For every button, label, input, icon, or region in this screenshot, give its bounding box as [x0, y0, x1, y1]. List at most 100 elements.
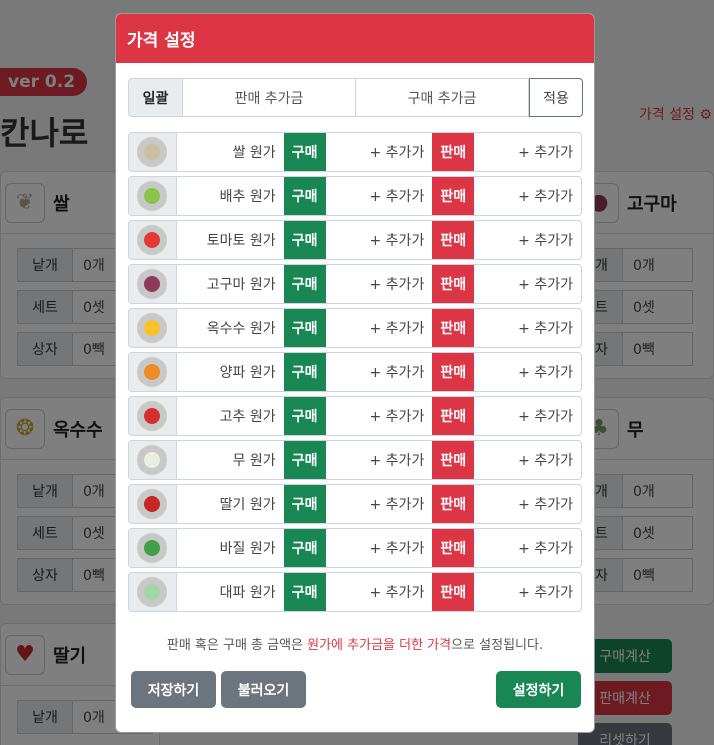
pepper-icon — [137, 401, 168, 431]
radish-icon — [137, 445, 168, 475]
price-row: 대파 원가 구매 + 추가가 판매 + 추가가 — [128, 572, 582, 612]
icon-glyph — [144, 144, 161, 160]
price-row: 양파 원가 구매 + 추가가 판매 + 추가가 — [128, 352, 582, 392]
buy-extra-input[interactable]: + 추가가 — [369, 277, 425, 293]
buy-extra-input[interactable]: + 추가가 — [369, 585, 425, 601]
sell-label: 판매 — [432, 221, 475, 259]
item-cost-label: 고추 원가 — [219, 409, 276, 425]
item-icon-cell — [129, 177, 177, 215]
buy-label: 구매 — [283, 309, 326, 347]
cabbage-icon — [137, 181, 168, 211]
item-cost-label: 고구마 원가 — [206, 277, 276, 293]
sell-extra-input[interactable]: + 추가가 — [518, 409, 573, 425]
buy-label: 구매 — [283, 441, 326, 479]
sell-extra-input[interactable]: + 추가가 — [518, 321, 573, 337]
icon-glyph — [144, 276, 161, 292]
sell-label: 판매 — [432, 133, 475, 171]
buy-extra-input[interactable]: + 추가가 — [369, 453, 425, 469]
bulk-apply-button[interactable]: 적용 — [529, 78, 583, 117]
sweet-potato-icon — [137, 269, 168, 299]
item-cost-label: 옥수수 원가 — [206, 321, 276, 337]
buy-label: 구매 — [283, 265, 326, 303]
item-icon-cell — [129, 353, 177, 391]
icon-glyph — [144, 188, 161, 204]
buy-label: 구매 — [283, 573, 326, 611]
buy-extra-input[interactable]: + 추가가 — [369, 497, 425, 513]
sell-extra-input[interactable]: + 추가가 — [518, 277, 573, 293]
price-row: 쌀 원가 구매 + 추가가 판매 + 추가가 — [128, 132, 582, 172]
buy-label: 구매 — [283, 353, 326, 391]
load-button[interactable]: 불러오기 — [221, 671, 306, 708]
price-row: 옥수수 원가 구매 + 추가가 판매 + 추가가 — [128, 308, 582, 348]
sell-label: 판매 — [432, 177, 475, 215]
buy-extra-input[interactable]: + 추가가 — [369, 233, 425, 249]
item-cost-label: 대파 원가 — [219, 585, 276, 601]
sell-label: 판매 — [432, 397, 475, 435]
icon-glyph — [144, 232, 161, 248]
buy-label: 구매 — [283, 221, 326, 259]
item-cost-label: 토마토 원가 — [206, 233, 276, 249]
sell-label: 판매 — [432, 353, 475, 391]
leek-icon — [137, 577, 168, 607]
price-row: 고구마 원가 구매 + 추가가 판매 + 추가가 — [128, 264, 582, 304]
price-setting-modal: 가격 설정 일괄 판매 추가금 구매 추가금 적용 쌀 원가 구매 + 추가가 판매 +… — [115, 13, 595, 733]
sell-label: 판매 — [432, 529, 475, 567]
sell-extra-input[interactable]: + 추가가 — [518, 541, 573, 557]
buy-extra-input[interactable]: + 추가가 — [369, 189, 425, 205]
buy-label: 구매 — [283, 485, 326, 523]
icon-glyph — [144, 496, 161, 512]
bulk-buy-input[interactable]: 구매 추가금 — [356, 78, 529, 117]
sell-extra-input[interactable]: + 추가가 — [518, 453, 573, 469]
bulk-sell-input[interactable]: 판매 추가금 — [183, 78, 356, 117]
buy-label: 구매 — [283, 133, 326, 171]
buy-extra-input[interactable]: + 추가가 — [369, 365, 425, 381]
icon-glyph — [144, 320, 161, 336]
item-icon-cell — [129, 441, 177, 479]
sell-label: 판매 — [432, 265, 475, 303]
strawberry-icon — [137, 489, 168, 519]
note-before: 판매 혹은 구매 총 금액은 — [166, 638, 308, 653]
buy-extra-input[interactable]: + 추가가 — [369, 409, 425, 425]
item-cost-label: 양파 원가 — [219, 365, 276, 381]
sell-extra-input[interactable]: + 추가가 — [518, 145, 573, 161]
item-icon-cell — [129, 529, 177, 567]
confirm-button[interactable]: 설정하기 — [496, 671, 581, 708]
icon-glyph — [144, 408, 161, 424]
price-row: 무 원가 구매 + 추가가 판매 + 추가가 — [128, 440, 582, 480]
buy-extra-input[interactable]: + 추가가 — [369, 145, 425, 161]
save-button[interactable]: 저장하기 — [131, 671, 216, 708]
price-note: 판매 혹은 구매 총 금액은 원가에 추가금을 더한 가격으로 설정됩니다. — [116, 634, 594, 653]
item-icon-cell — [129, 221, 177, 259]
buy-label: 구매 — [283, 529, 326, 567]
buy-extra-input[interactable]: + 추가가 — [369, 321, 425, 337]
icon-glyph — [144, 584, 161, 600]
tomato-icon — [137, 225, 168, 255]
sell-label: 판매 — [432, 485, 475, 523]
item-icon-cell — [129, 573, 177, 611]
item-icon-cell — [129, 309, 177, 347]
sell-extra-input[interactable]: + 추가가 — [518, 585, 573, 601]
sell-extra-input[interactable]: + 추가가 — [518, 189, 573, 205]
bulk-label: 일괄 — [128, 78, 183, 117]
buy-label: 구매 — [283, 397, 326, 435]
sell-label: 판매 — [432, 441, 475, 479]
item-icon-cell — [129, 265, 177, 303]
sell-extra-input[interactable]: + 추가가 — [518, 233, 573, 249]
sell-extra-input[interactable]: + 추가가 — [518, 365, 573, 381]
bulk-input-group: 일괄 판매 추가금 구매 추가금 적용 — [128, 78, 583, 117]
buy-label: 구매 — [283, 177, 326, 215]
rice-icon — [137, 137, 168, 167]
item-cost-label: 딸기 원가 — [219, 497, 276, 513]
buy-extra-input[interactable]: + 추가가 — [369, 541, 425, 557]
note-highlight: 원가에 추가금을 더한 가격 — [307, 638, 452, 653]
modal-title: 가격 설정 — [116, 14, 594, 63]
note-after: 으로 설정됩니다. — [451, 638, 544, 653]
sell-label: 판매 — [432, 309, 475, 347]
corn-icon — [137, 313, 168, 343]
onion-icon — [137, 357, 168, 387]
sell-extra-input[interactable]: + 추가가 — [518, 497, 573, 513]
icon-glyph — [144, 364, 161, 380]
price-row: 배추 원가 구매 + 추가가 판매 + 추가가 — [128, 176, 582, 216]
item-icon-cell — [129, 485, 177, 523]
basil-icon — [137, 533, 168, 563]
